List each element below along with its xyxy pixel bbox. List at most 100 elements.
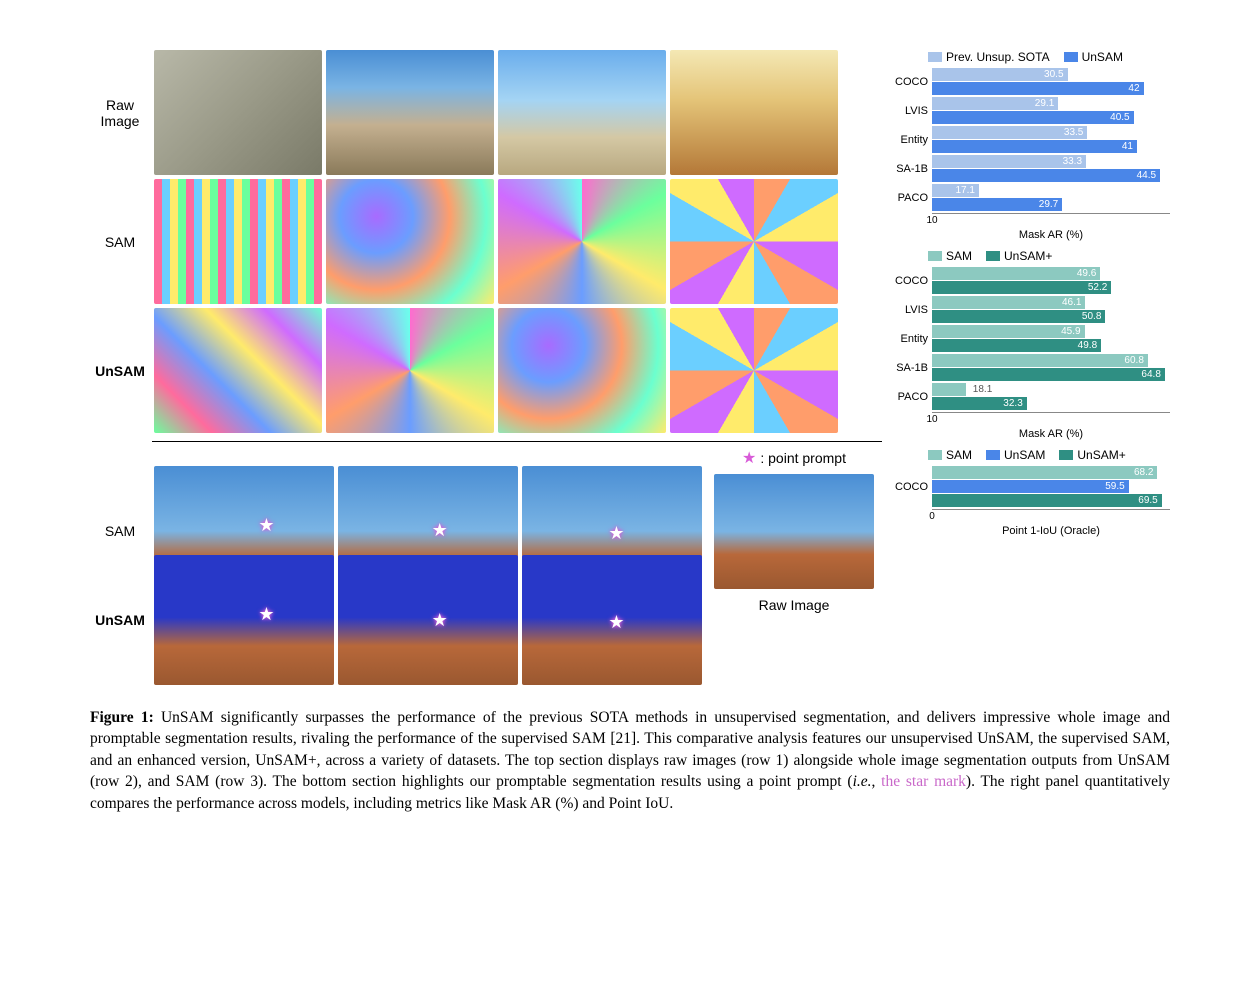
axis-row: 0 [890, 509, 1170, 523]
thumb-raw-4 [670, 50, 838, 175]
axis-title: Mask AR (%) [932, 229, 1170, 241]
top-section: RawImage SAM UnSAM [90, 50, 882, 433]
category-label: COCO [890, 76, 932, 88]
chart-legend: SAM UnSAM UnSAM+ [928, 448, 1170, 462]
axis-tick: 0 [929, 511, 935, 522]
bottom-section: SAM ★ ★ ★ ★: point prompt Raw Image [90, 448, 882, 685]
bar: 44.5 [932, 169, 1160, 182]
bar: 50.8 [932, 310, 1105, 323]
bar-group: SA-1B33.344.5 [890, 155, 1170, 182]
bar: 29.1 [932, 97, 1058, 110]
axis-row: 10 [890, 213, 1170, 227]
bar-group: Entity45.949.8 [890, 325, 1170, 352]
bar-group: COCO49.652.2 [890, 267, 1170, 294]
legend-item: UnSAM+ [1059, 448, 1125, 462]
bars-wrap: 30.542 [932, 68, 1170, 95]
category-label: COCO [890, 275, 932, 287]
bars-wrap: 33.344.5 [932, 155, 1170, 182]
thumb-unsam-2 [326, 308, 494, 433]
bar: 60.8 [932, 354, 1148, 367]
thumb-sam-1 [154, 179, 322, 304]
chart-legend: Prev. Unsup. SOTA UnSAM [928, 50, 1170, 64]
thumb-raw-3 [498, 50, 666, 175]
bar-group: LVIS46.150.8 [890, 296, 1170, 323]
star-icon: ★ [432, 610, 448, 631]
bars-wrap: 46.150.8 [932, 296, 1170, 323]
star-icon: ★ [258, 515, 274, 536]
bars-wrap: 45.949.8 [932, 325, 1170, 352]
legend-swatch [986, 251, 1000, 261]
legend-swatch [928, 450, 942, 460]
prompt-column: ★: point prompt Raw Image [714, 448, 874, 613]
star-icon: ★ [432, 520, 448, 541]
thumb-raw-2 [326, 50, 494, 175]
thumb-raw-1 [154, 50, 322, 175]
thumb-unsam-p1: ★ [154, 555, 334, 685]
category-label: SA-1B [890, 362, 932, 374]
axis-tick: 10 [926, 414, 937, 425]
legend-label: UnSAM+ [1077, 448, 1125, 462]
bar: 33.5 [932, 126, 1087, 139]
bar-group: LVIS29.140.5 [890, 97, 1170, 124]
bar: 18.1 [932, 383, 1170, 396]
chart-mask-ar-sam: SAMUnSAM+COCO49.652.2LVIS46.150.8Entity4… [890, 249, 1170, 440]
chart-mask-ar-unsup: Prev. Unsup. SOTAUnSAMCOCO30.542LVIS29.1… [890, 50, 1170, 241]
legend-item: UnSAM [986, 448, 1045, 462]
bar: 69.5 [932, 494, 1162, 507]
thumb-unsam-4 [670, 308, 838, 433]
legend-label: Prev. Unsup. SOTA [946, 50, 1050, 64]
bars-wrap: 33.541 [932, 126, 1170, 153]
legend-label: UnSAM [1082, 50, 1123, 64]
legend-label: UnSAM [1004, 448, 1045, 462]
legend-label: UnSAM+ [1004, 249, 1052, 263]
thumb-sam-2 [326, 179, 494, 304]
charts-panel: Prev. Unsup. SOTAUnSAMCOCO30.542LVIS29.1… [890, 50, 1170, 685]
bar: 30.5 [932, 68, 1068, 81]
category-label: COCO [890, 481, 932, 493]
bars-wrap: 18.132.3 [932, 383, 1170, 410]
legend-swatch [1064, 52, 1078, 62]
thumb-sam-4 [670, 179, 838, 304]
star-icon: ★ [258, 604, 274, 625]
bar: 45.9 [932, 325, 1085, 338]
bar: 40.5 [932, 111, 1134, 124]
legend-swatch [928, 52, 942, 62]
image-grid-panel: RawImage SAM UnSAM [90, 50, 882, 685]
bar-group: PACO18.132.3 [890, 383, 1170, 410]
row-label-raw: RawImage [90, 97, 150, 129]
star-icon: ★ [608, 612, 624, 633]
legend-item: Prev. Unsup. SOTA [928, 50, 1050, 64]
bar: 42 [932, 82, 1144, 95]
thumb-unsam-1 [154, 308, 322, 433]
thumb-unsam-3 [498, 308, 666, 433]
bar: 49.8 [932, 339, 1101, 352]
row-label-unsam-2: UnSAM [90, 612, 150, 628]
chart-point-iou: SAMUnSAMUnSAM+COCO68.259.569.50Point 1-I… [890, 448, 1170, 537]
legend-label: SAM [946, 448, 972, 462]
row-label-sam: SAM [90, 234, 150, 250]
bar: 46.1 [932, 296, 1085, 309]
category-label: SA-1B [890, 163, 932, 175]
bars-wrap: 17.129.7 [932, 184, 1170, 211]
row-label-sam-2: SAM [90, 523, 150, 539]
category-label: Entity [890, 333, 932, 345]
chart-legend: SAM UnSAM+ [928, 249, 1170, 263]
legend-item: UnSAM+ [986, 249, 1052, 263]
bar-group: COCO68.259.569.5 [890, 466, 1170, 507]
legend-label: SAM [946, 249, 972, 263]
bar-group: Entity33.541 [890, 126, 1170, 153]
row-raw: RawImage [90, 50, 882, 175]
bar: 68.2 [932, 466, 1157, 479]
bar: 41 [932, 140, 1137, 153]
row-label-unsam: UnSAM [90, 363, 150, 379]
axis: 10 [932, 412, 1170, 426]
bar: 29.7 [932, 198, 1062, 211]
row-unsam: UnSAM [90, 308, 882, 433]
raw-church-thumb [714, 474, 874, 589]
bar: 32.3 [932, 397, 1027, 410]
row-sam: SAM [90, 179, 882, 304]
legend-item: UnSAM [1064, 50, 1123, 64]
bar: 17.1 [932, 184, 979, 197]
bar: 49.6 [932, 267, 1100, 280]
bar-group: COCO30.542 [890, 68, 1170, 95]
